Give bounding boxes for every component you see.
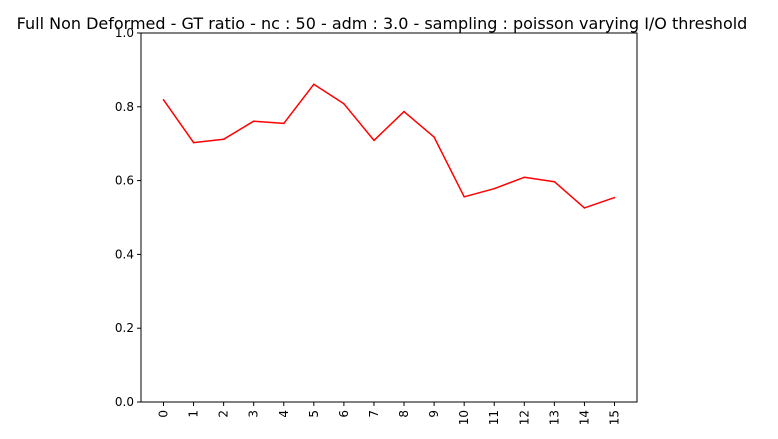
data-point <box>403 110 405 113</box>
x-tick-label: 15 <box>608 410 622 425</box>
x-tick-label: 1 <box>187 410 201 418</box>
x-tick-label: 11 <box>487 410 501 425</box>
data-point <box>162 98 165 101</box>
x-tick-label: 0 <box>157 410 171 418</box>
y-tick-label: 0.2 <box>115 321 134 335</box>
y-tick-label: 0.4 <box>115 247 134 261</box>
data-point <box>192 141 195 144</box>
x-tick-label: 4 <box>277 410 291 418</box>
x-axis: 0 1 2 3 4 5 6 7 8 9 10 11 12 13 14 15 <box>157 402 622 425</box>
data-point <box>583 207 586 209</box>
x-tick-label: 5 <box>307 410 321 418</box>
x-tick-label: 6 <box>337 410 351 418</box>
plot-frame <box>140 32 638 403</box>
x-tick-label: 8 <box>397 410 411 418</box>
x-tick-label: 14 <box>577 410 591 425</box>
y-axis: 0.0 0.2 0.4 0.6 0.8 1.0 <box>115 26 141 409</box>
x-tick-label: 9 <box>427 410 441 418</box>
y-tick-label: 1.0 <box>115 26 134 40</box>
chart-title: Full Non Deformed - GT ratio - nc : 50 -… <box>17 14 748 33</box>
data-point <box>613 196 616 199</box>
data-point <box>313 83 315 86</box>
x-tick-label: 13 <box>547 410 561 425</box>
data-point <box>463 196 465 198</box>
y-tick-label: 0.0 <box>115 395 134 409</box>
x-tick-label: 3 <box>247 410 261 418</box>
y-tick-label: 0.8 <box>115 100 134 114</box>
data-point <box>553 180 556 183</box>
data-point <box>433 136 435 138</box>
data-point <box>252 120 255 122</box>
series-line-0 <box>162 83 615 209</box>
data-point <box>373 139 375 142</box>
x-tick-label: 7 <box>367 410 381 418</box>
x-tick-label: 2 <box>217 410 231 418</box>
data-point <box>343 103 345 105</box>
x-tick-label: 10 <box>457 410 471 425</box>
data-point <box>523 176 526 179</box>
x-tick-label: 12 <box>517 410 531 425</box>
y-tick-label: 0.6 <box>115 174 134 188</box>
data-point <box>282 122 285 125</box>
series-layer <box>162 83 616 209</box>
data-point <box>222 138 225 141</box>
data-point <box>493 187 496 190</box>
